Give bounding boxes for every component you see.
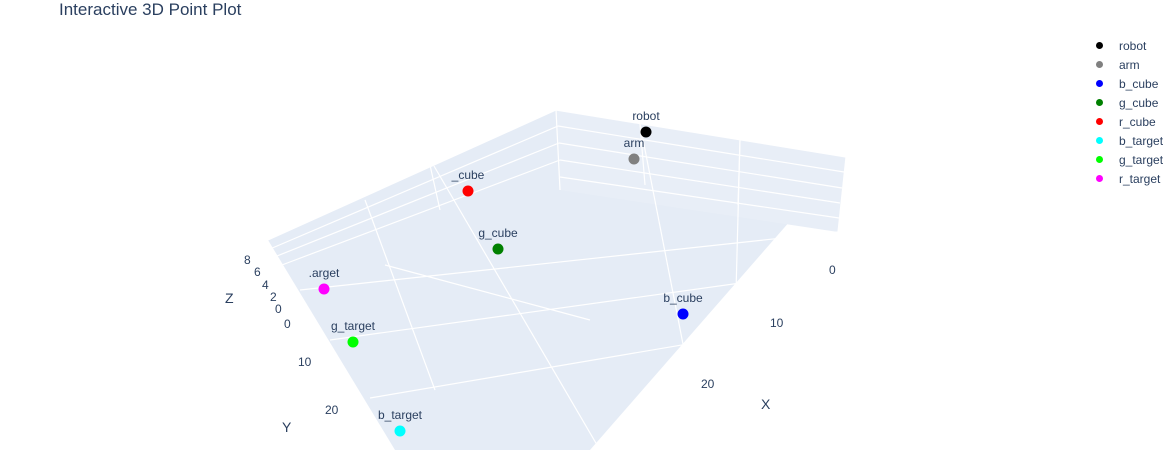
- point-label-g_target: g_target: [331, 319, 376, 333]
- legend-label-g_target: g_target: [1119, 152, 1164, 167]
- point-arm[interactable]: [628, 153, 640, 165]
- x-tick-20: 20: [701, 377, 715, 391]
- z-tick-4: 4: [262, 278, 269, 292]
- x-tick-10: 10: [770, 316, 784, 330]
- grid-lines: [267, 109, 847, 450]
- z-axis-title: Z: [225, 290, 234, 306]
- point-r_cube[interactable]: [462, 185, 474, 197]
- point-b_cube[interactable]: [677, 308, 689, 320]
- y-tick-20: 20: [325, 403, 339, 417]
- z-ticks: 8 6 4 2 0: [244, 253, 282, 316]
- legend-label-r_target: r_target: [1119, 171, 1161, 186]
- legend-swatch-g_target: [1096, 156, 1103, 163]
- legend-label-robot: robot: [1119, 38, 1147, 53]
- point-label-robot: robot: [632, 109, 660, 123]
- legend-swatch-g_cube: [1096, 99, 1103, 106]
- legend-item-b_cube[interactable]: b_cube: [1090, 74, 1163, 93]
- legend-label-b_target: b_target: [1119, 133, 1164, 148]
- legend-item-b_target[interactable]: b_target: [1090, 131, 1163, 150]
- legend-item-g_cube[interactable]: g_cube: [1090, 93, 1163, 112]
- legend-item-arm[interactable]: arm: [1090, 55, 1163, 74]
- legend-swatch-robot: [1096, 42, 1103, 49]
- x-axis-title: X: [761, 396, 771, 412]
- point-label-r_cube: _cube: [451, 168, 485, 182]
- z-tick-6: 6: [254, 265, 261, 279]
- legend-swatch-arm: [1096, 61, 1103, 68]
- legend-item-g_target[interactable]: g_target: [1090, 150, 1163, 169]
- legend-label-arm: arm: [1119, 57, 1140, 72]
- point-b_target[interactable]: [394, 425, 406, 437]
- point-label-r_target: .arget: [309, 266, 340, 280]
- z-tick-2: 2: [270, 290, 277, 304]
- legend-item-r_target[interactable]: r_target: [1090, 169, 1163, 188]
- x-ticks: 0 10 20: [701, 263, 836, 391]
- point-label-b_cube: b_cube: [663, 291, 703, 305]
- x-tick-0: 0: [829, 263, 836, 277]
- legend-item-r_cube[interactable]: r_cube: [1090, 112, 1163, 131]
- legend-swatch-r_cube: [1096, 118, 1103, 125]
- point-label-arm: arm: [624, 136, 645, 150]
- legend-label-b_cube: b_cube: [1119, 76, 1159, 91]
- y-ticks: 0 10 20: [284, 317, 339, 417]
- point-robot[interactable]: [640, 126, 652, 138]
- y-tick-10: 10: [298, 355, 312, 369]
- back-wall: [556, 110, 846, 232]
- point-g_target[interactable]: [347, 336, 359, 348]
- legend: robot arm b_cube g_cube r_cube b_target g_targ…: [1090, 36, 1163, 188]
- y-tick-0: 0: [284, 317, 291, 331]
- legend-swatch-r_target: [1096, 175, 1103, 182]
- legend-item-robot[interactable]: robot: [1090, 36, 1163, 55]
- point-r_target[interactable]: [318, 283, 330, 295]
- y-axis-title: Y: [282, 419, 292, 435]
- points-layer: robot arm b_cube g_cube _cube b_target g_targe…: [309, 109, 703, 437]
- point-label-b_target: b_target: [378, 408, 423, 422]
- z-tick-8: 8: [244, 253, 251, 267]
- legend-label-g_cube: g_cube: [1119, 95, 1159, 110]
- z-tick-0: 0: [275, 302, 282, 316]
- legend-swatch-b_target: [1096, 137, 1103, 144]
- legend-swatch-b_cube: [1096, 80, 1103, 87]
- point-label-g_cube: g_cube: [478, 226, 518, 240]
- chart-title: Interactive 3D Point Plot: [59, 0, 242, 19]
- legend-label-r_cube: r_cube: [1119, 114, 1156, 129]
- point-g_cube[interactable]: [492, 243, 504, 255]
